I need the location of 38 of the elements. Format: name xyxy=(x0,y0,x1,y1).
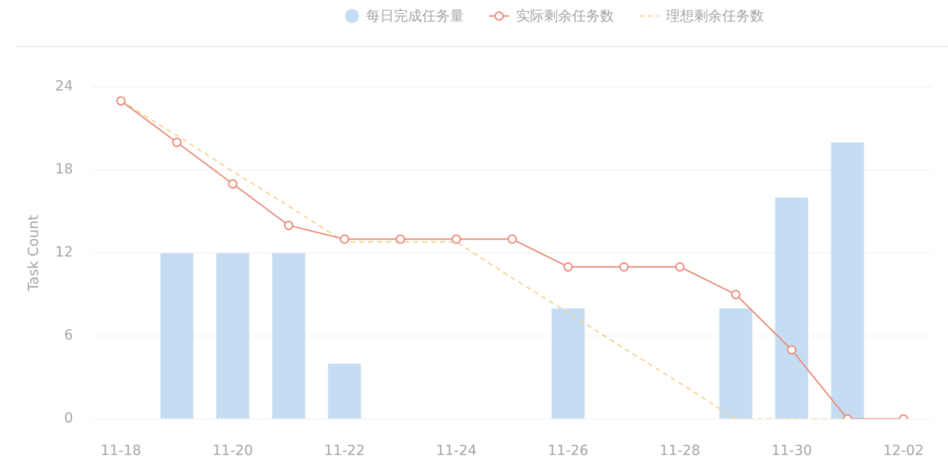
y-tick-label: 6 xyxy=(64,328,74,344)
point xyxy=(786,345,796,355)
point xyxy=(452,234,462,244)
bar xyxy=(216,253,250,418)
point xyxy=(116,96,126,106)
point xyxy=(675,262,685,272)
legend-label: 实际剩余任务数 xyxy=(516,8,614,25)
point xyxy=(619,262,629,272)
y-tick-label: 24 xyxy=(55,78,74,95)
point xyxy=(563,262,573,272)
point xyxy=(396,234,406,244)
x-tick-label: 12-02 xyxy=(883,443,924,460)
bar xyxy=(775,198,808,418)
point xyxy=(172,138,182,148)
bar xyxy=(160,253,194,418)
legend-label: 理想剩余任务数 xyxy=(666,8,764,25)
point xyxy=(731,290,741,300)
y-tick-label: 0 xyxy=(64,410,73,427)
y-tick-label: 18 xyxy=(55,162,73,178)
point xyxy=(228,179,238,189)
y-axis-title: Task Count xyxy=(26,214,42,292)
bar xyxy=(831,142,864,418)
point xyxy=(284,220,294,230)
point xyxy=(340,234,350,244)
bar xyxy=(719,308,752,418)
point xyxy=(507,234,517,244)
x-tick-label: 11-18 xyxy=(100,443,142,460)
bar xyxy=(272,253,306,418)
x-tick-label: 11-20 xyxy=(212,443,254,460)
bar xyxy=(328,364,362,418)
x-tick-label: 11-30 xyxy=(771,443,812,460)
x-tick-label: 11-28 xyxy=(660,443,700,460)
x-tick-label: 11-26 xyxy=(548,443,589,460)
x-tick-label: 11-22 xyxy=(324,443,365,460)
y-tick-label: 12 xyxy=(55,244,73,261)
bar xyxy=(552,308,585,418)
legend-label: 每日完成任务量 xyxy=(366,8,464,25)
x-tick-label: 11-24 xyxy=(436,443,477,460)
